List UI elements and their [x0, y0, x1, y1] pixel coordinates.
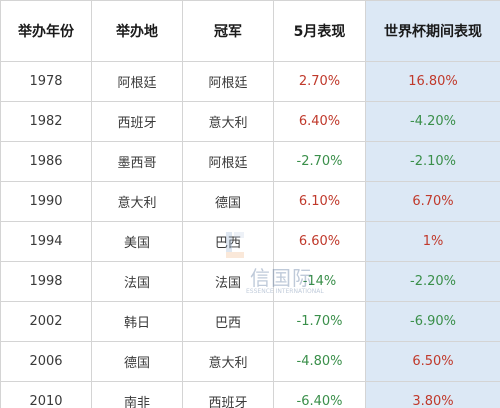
table-row: 1998 法国 法国 -14% -2.20% — [0, 261, 500, 302]
cell-champion: 阿根廷 — [182, 61, 274, 102]
cell-champion: 意大利 — [182, 341, 274, 382]
cell-year: 1998 — [0, 261, 92, 302]
cell-worldcup-performance: 1% — [365, 221, 500, 262]
cell-host: 阿根廷 — [91, 61, 183, 102]
cell-host: 德国 — [91, 341, 183, 382]
cell-host: 法国 — [91, 261, 183, 302]
table-row: 1986 墨西哥 阿根廷 -2.70% -2.10% — [0, 141, 500, 182]
header-host: 举办地 — [91, 0, 183, 62]
cell-worldcup-performance: 6.70% — [365, 181, 500, 222]
cell-host: 墨西哥 — [91, 141, 183, 182]
cell-year: 1986 — [0, 141, 92, 182]
cell-worldcup-performance: 3.80% — [365, 381, 500, 408]
cell-champion: 巴西 — [182, 221, 274, 262]
header-worldcup-performance: 世界杯期间表现 — [365, 0, 500, 62]
cell-champion: 巴西 — [182, 301, 274, 342]
cell-year: 1978 — [0, 61, 92, 102]
cell-may-performance: -2.70% — [273, 141, 366, 182]
table-row: 2010 南非 西班牙 -6.40% 3.80% — [0, 381, 500, 408]
cell-year: 1982 — [0, 101, 92, 142]
cell-year: 2010 — [0, 381, 92, 408]
cell-worldcup-performance: -2.20% — [365, 261, 500, 302]
table-row: 2002 韩日 巴西 -1.70% -6.90% — [0, 301, 500, 342]
table-row: 2006 德国 意大利 -4.80% 6.50% — [0, 341, 500, 382]
table-row: 1982 西班牙 意大利 6.40% -4.20% — [0, 101, 500, 142]
cell-may-performance: 2.70% — [273, 61, 366, 102]
cell-may-performance: 6.40% — [273, 101, 366, 142]
cell-year: 2002 — [0, 301, 92, 342]
header-may-performance: 5月表现 — [273, 0, 366, 62]
cell-host: 南非 — [91, 381, 183, 408]
cell-champion: 法国 — [182, 261, 274, 302]
table-body: 1978 阿根廷 阿根廷 2.70% 16.80% 1982 西班牙 意大利 6.40% -4.2… — [0, 61, 500, 408]
cell-year: 2006 — [0, 341, 92, 382]
cell-may-performance: 6.10% — [273, 181, 366, 222]
cell-year: 1990 — [0, 181, 92, 222]
table-row: 1978 阿根廷 阿根廷 2.70% 16.80% — [0, 61, 500, 102]
cell-worldcup-performance: -6.90% — [365, 301, 500, 342]
cell-may-performance: -4.80% — [273, 341, 366, 382]
cell-may-performance: 6.60% — [273, 221, 366, 262]
header-year: 举办年份 — [0, 0, 92, 62]
cell-may-performance: -6.40% — [273, 381, 366, 408]
cell-champion: 德国 — [182, 181, 274, 222]
cell-champion: 西班牙 — [182, 381, 274, 408]
cell-worldcup-performance: 16.80% — [365, 61, 500, 102]
table-row: 1994 美国 巴西 6.60% 1% — [0, 221, 500, 262]
cell-host: 美国 — [91, 221, 183, 262]
cell-may-performance: -1.70% — [273, 301, 366, 342]
cell-host: 韩日 — [91, 301, 183, 342]
cell-champion: 意大利 — [182, 101, 274, 142]
header-row: 举办年份 举办地 冠军 5月表现 世界杯期间表现 — [0, 0, 500, 62]
cell-worldcup-performance: 6.50% — [365, 341, 500, 382]
cell-champion: 阿根廷 — [182, 141, 274, 182]
cell-worldcup-performance: -4.20% — [365, 101, 500, 142]
table-row: 1990 意大利 德国 6.10% 6.70% — [0, 181, 500, 222]
cell-host: 意大利 — [91, 181, 183, 222]
cell-year: 1994 — [0, 221, 92, 262]
cell-host: 西班牙 — [91, 101, 183, 142]
cell-worldcup-performance: -2.10% — [365, 141, 500, 182]
header-champion: 冠军 — [182, 0, 274, 62]
cell-may-performance: -14% — [273, 261, 366, 302]
